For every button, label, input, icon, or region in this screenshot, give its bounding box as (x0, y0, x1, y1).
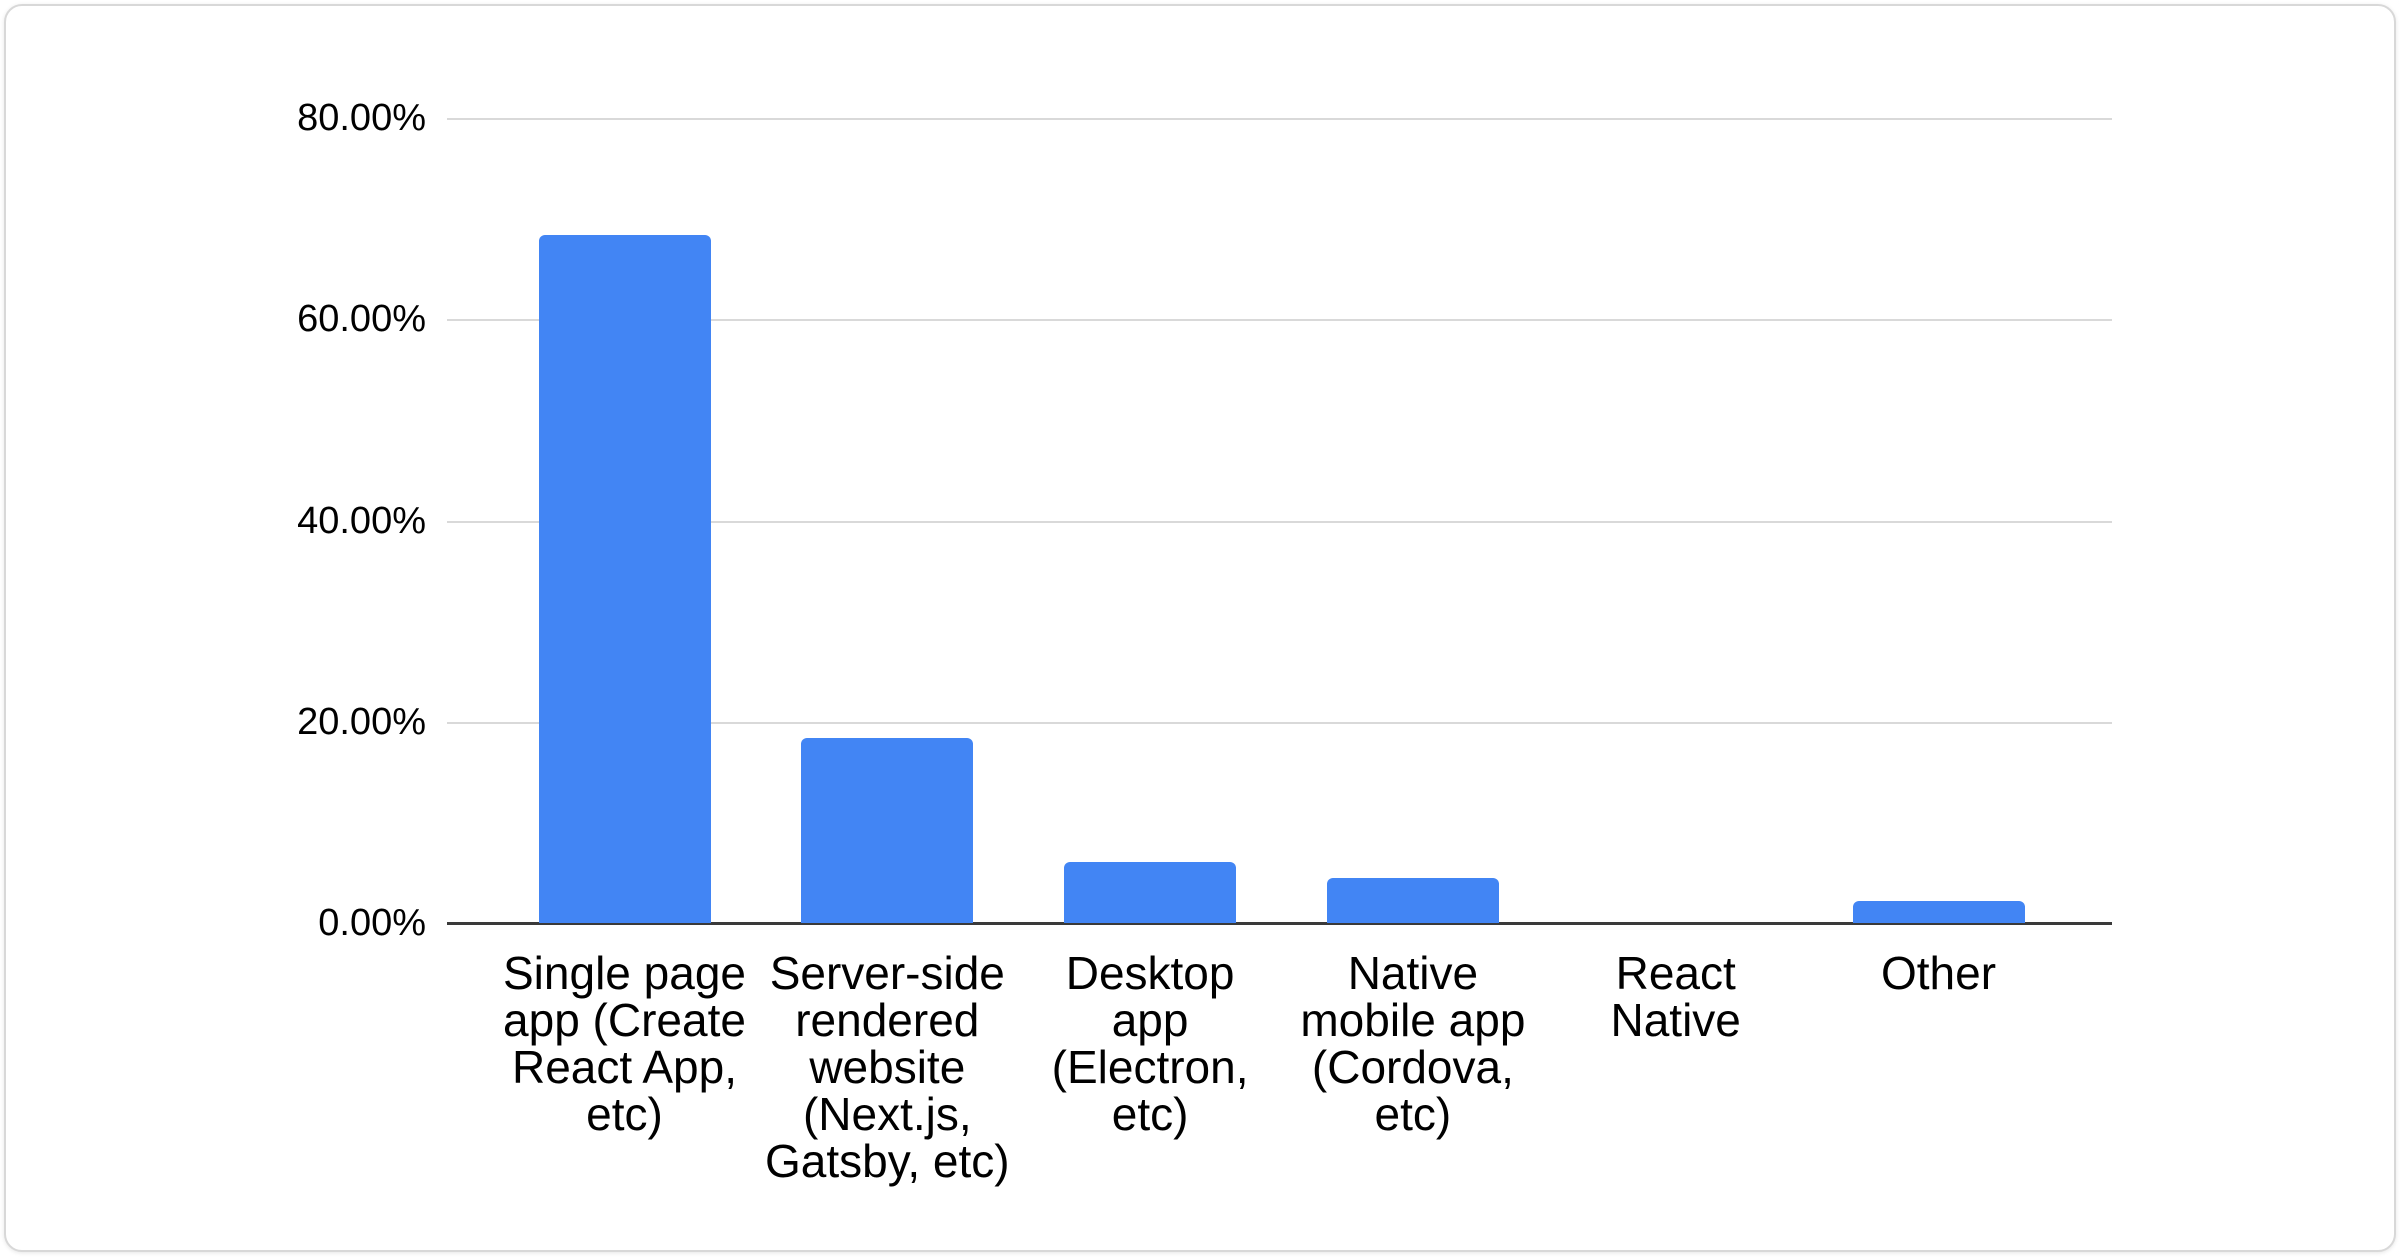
y-axis-tick-label: 40.00% (297, 499, 426, 542)
x-axis-category-label: Single page app (Create React App, etc) (503, 947, 746, 1140)
gridline-40.00% (447, 520, 2112, 523)
y-axis-tick-label: 20.00% (297, 700, 426, 743)
y-axis-tick-label: 80.00% (297, 97, 426, 139)
x-axis-category-label: Desktop app (Electron, etc) (1051, 947, 1249, 1140)
bar-4[interactable] (1326, 877, 1499, 923)
x-axis-category-label: Native mobile app (Cordova, etc) (1300, 947, 1526, 1140)
bar-2[interactable] (801, 737, 974, 923)
x-axis-category-label: Server-side rendered website (Next.js, G… (765, 947, 1010, 1187)
bar-6[interactable] (1852, 900, 2025, 923)
x-axis-line (447, 922, 2112, 925)
y-axis-tick-label: 0.00% (318, 902, 426, 944)
bar-1[interactable] (538, 234, 711, 923)
gridline-20.00% (447, 721, 2112, 724)
chart-card: 80.00% 60.00% 40.00% 20.00% 0.00% Single pag… (4, 4, 2396, 1252)
x-axis-category-label: React Native (1610, 947, 1741, 1046)
x-axis-category-label: Other (1880, 947, 1997, 999)
bar-3[interactable] (1064, 861, 1237, 923)
y-axis-tick-label: 60.00% (297, 298, 426, 341)
gridline-80.00% (447, 118, 2112, 120)
gridline-60.00% (447, 319, 2112, 322)
